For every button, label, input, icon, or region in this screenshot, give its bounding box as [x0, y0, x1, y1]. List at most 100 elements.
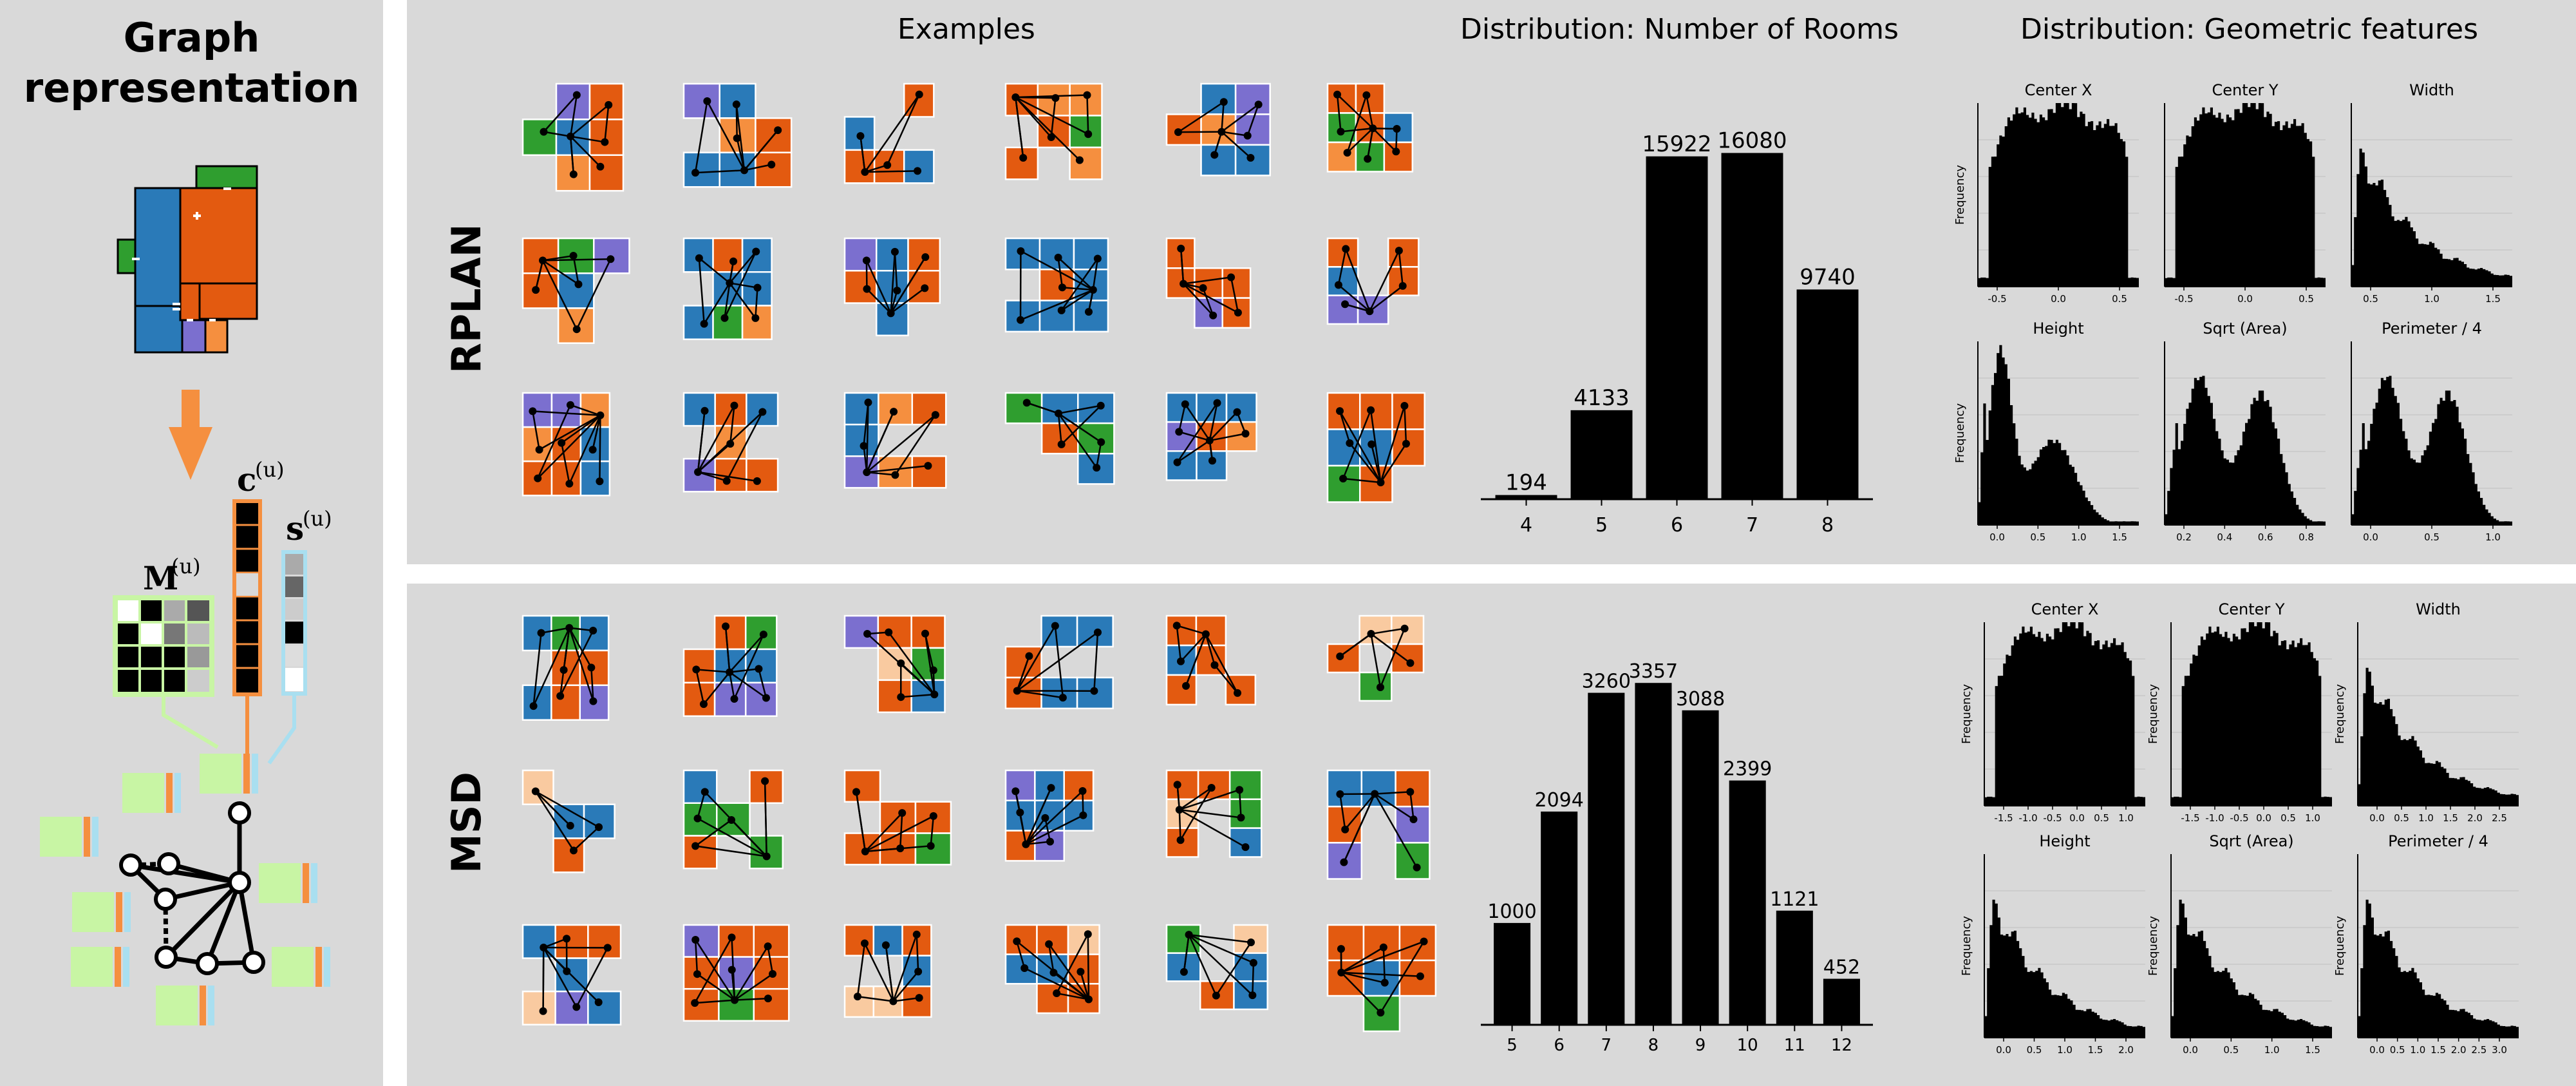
vector-s-icon	[281, 550, 307, 696]
room	[554, 990, 589, 1026]
graph-representation-panel: Graph representation	[0, 0, 383, 1086]
graph-edge	[1374, 793, 1415, 821]
x-tick-label: 1.5	[2443, 812, 2458, 824]
x-tick-label: 8	[1648, 1036, 1659, 1055]
room	[713, 681, 747, 718]
graph-edge	[1058, 405, 1101, 415]
frequency-label: Frequency	[1960, 684, 1973, 744]
graph-edge	[695, 819, 732, 847]
graph-node	[914, 167, 922, 175]
example-floorplan	[1165, 614, 1257, 706]
x-tick-label: 0.5	[2280, 812, 2296, 824]
room	[1228, 769, 1263, 801]
graph-node	[1041, 814, 1049, 822]
histogram-center-x: Center X -0.5 0.0 0.5 Frequency	[1953, 81, 2139, 305]
bar-12	[1823, 978, 1860, 1025]
graph-edge	[1345, 248, 1371, 312]
graph-edge	[1379, 628, 1406, 688]
graph-node	[1013, 687, 1021, 695]
graph-node	[1367, 630, 1375, 638]
x-tick-label: 0.0	[1996, 1044, 2011, 1056]
example-floorplan	[843, 614, 946, 714]
graph-edge	[1017, 690, 1064, 699]
graph-edge	[866, 414, 936, 473]
graph-node	[852, 788, 860, 796]
room	[712, 237, 744, 273]
graph-node	[1341, 825, 1349, 834]
example-floorplan	[843, 769, 952, 866]
graph-node	[566, 401, 574, 409]
graph-node	[691, 935, 700, 944]
graph-node	[537, 629, 545, 637]
graph-edge	[729, 671, 767, 699]
histogram-bars	[2351, 376, 2512, 525]
room	[1326, 643, 1360, 674]
graph-edge	[697, 817, 767, 857]
math-labels: M (u) c (u) s (u)	[143, 457, 332, 597]
graph-node	[1173, 781, 1181, 789]
graph-edge	[694, 100, 708, 173]
graph-node	[881, 941, 890, 949]
graph-node	[1346, 439, 1354, 447]
histogram-title: Height	[2039, 832, 2090, 850]
graph-node	[606, 255, 615, 263]
graph-node	[1209, 311, 1217, 319]
room	[1200, 144, 1237, 176]
x-tick-label: 0.2	[2176, 531, 2192, 543]
graph-edge	[576, 258, 612, 330]
bar-8	[1796, 289, 1859, 499]
graph-edge	[1060, 258, 1098, 311]
room	[1196, 392, 1228, 423]
room	[522, 392, 553, 428]
graph-edge	[573, 826, 599, 852]
room	[1165, 952, 1201, 982]
graph-edge	[860, 135, 866, 173]
graph-edge	[1179, 789, 1240, 811]
graph-node	[1084, 995, 1093, 1004]
graph-node	[1047, 133, 1055, 142]
histogram-perimeter: Perimeter / 4 0.0 0.5 1.0	[2351, 319, 2512, 543]
x-tick-label: 3.0	[2492, 1044, 2507, 1056]
graph-node	[1051, 622, 1059, 630]
graph-node	[1175, 428, 1183, 436]
graph-node	[1053, 989, 1061, 998]
graph-edge	[1336, 94, 1342, 132]
graph-edge	[1061, 289, 1094, 311]
histogram-center-y: Center Y -1.5 -1.0 -0.5 0.0 0.5 1.0 Frequency	[2147, 600, 2332, 824]
graph-edge	[695, 939, 736, 1001]
example-floorplan	[1004, 769, 1095, 862]
graph-node	[926, 842, 935, 850]
graph-edge	[1095, 442, 1102, 468]
x-tick-label: 1.5	[2430, 1044, 2446, 1056]
room	[1398, 924, 1437, 962]
graph-edge	[1056, 933, 1089, 994]
graph-node	[691, 999, 699, 1007]
graph-node	[1369, 124, 1377, 133]
example-floorplan	[1004, 924, 1100, 1015]
graph-node	[1076, 967, 1085, 976]
graph-edge	[1369, 285, 1404, 312]
graph-edge	[695, 169, 745, 174]
x-tick-label: 1.0	[2118, 812, 2134, 824]
x-tick-label: 7	[1601, 1036, 1612, 1055]
histogram-title: Center Y	[2218, 600, 2284, 618]
graph-edge	[1221, 131, 1248, 137]
room	[1073, 237, 1109, 271]
graph-node	[1393, 125, 1401, 133]
room	[1036, 983, 1069, 1015]
bar-10	[1729, 780, 1766, 1025]
x-tick-label: 0.6	[2258, 531, 2273, 543]
graph-node	[1097, 438, 1105, 446]
graph-edge	[1340, 940, 1424, 974]
graph-edge	[541, 260, 578, 330]
graph-edge	[866, 288, 892, 314]
graph-edge	[702, 671, 731, 705]
graph-node	[915, 994, 923, 1002]
x-tick-label: 1.0	[2071, 531, 2087, 543]
graph-node	[885, 628, 893, 636]
graph-node	[769, 970, 777, 978]
graph-edge	[736, 138, 746, 171]
graph-edge	[1058, 412, 1102, 443]
x-tick-label: 0.5	[2030, 531, 2045, 543]
room	[746, 457, 779, 493]
